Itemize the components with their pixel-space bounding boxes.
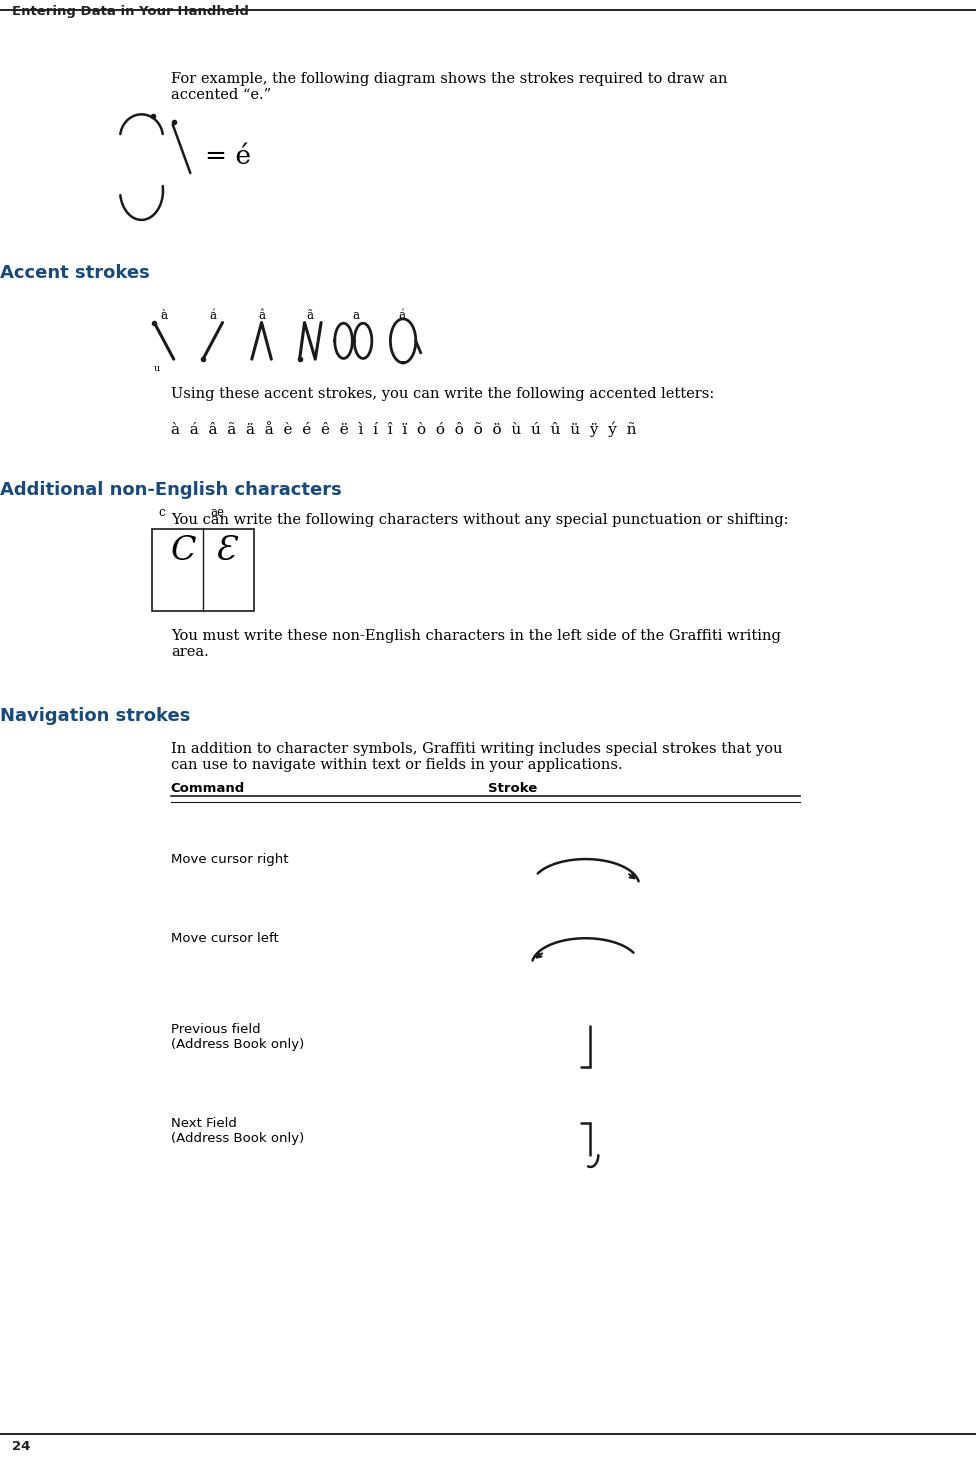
Text: = é: = é: [205, 144, 251, 169]
Text: á: á: [398, 309, 406, 323]
Text: Next Field
(Address Book only): Next Field (Address Book only): [171, 1117, 305, 1145]
Text: Navigation strokes: Navigation strokes: [0, 707, 190, 724]
Text: à: à: [160, 309, 168, 323]
Text: You must write these non-English characters in the left side of the Graffiti wri: You must write these non-English charact…: [171, 629, 781, 660]
Text: Ɛ: Ɛ: [215, 535, 236, 567]
Text: ã: ã: [306, 309, 314, 323]
Text: 24: 24: [12, 1440, 30, 1453]
Text: â: â: [258, 309, 265, 323]
Text: á: á: [209, 309, 217, 323]
Text: à  á  â  ã  ä  å  è  é  ê  ë  ì  í  î  ï  ò  ó  ô  õ  ö  ù  ú  û  ü  ÿ  ý  ñ: à á â ã ä å è é ê ë ì í î ï ò ó ô õ ö ù …: [171, 421, 636, 437]
Text: Command: Command: [171, 781, 245, 795]
Text: C: C: [171, 535, 196, 567]
Bar: [152, 529, 254, 611]
Text: u: u: [154, 364, 160, 372]
Text: Move cursor left: Move cursor left: [171, 932, 278, 946]
Text: For example, the following diagram shows the strokes required to draw an
accente: For example, the following diagram shows…: [171, 72, 727, 103]
Text: Entering Data in Your Handheld: Entering Data in Your Handheld: [12, 4, 249, 18]
Text: Accent strokes: Accent strokes: [0, 264, 149, 281]
Text: In addition to character symbols, Graffiti writing includes special strokes that: In addition to character symbols, Graffi…: [171, 742, 783, 773]
Text: Previous field
(Address Book only): Previous field (Address Book only): [171, 1023, 305, 1051]
Text: a: a: [352, 309, 360, 323]
Text: You can write the following characters without any special punctuation or shifti: You can write the following characters w…: [171, 513, 789, 528]
Text: c: c: [158, 506, 165, 519]
Text: Move cursor right: Move cursor right: [171, 853, 288, 866]
Text: Additional non-English characters: Additional non-English characters: [0, 481, 342, 498]
Text: Using these accent strokes, you can write the following accented letters:: Using these accent strokes, you can writ…: [171, 387, 714, 402]
Text: ae: ae: [211, 506, 224, 519]
Text: Stroke: Stroke: [488, 781, 537, 795]
